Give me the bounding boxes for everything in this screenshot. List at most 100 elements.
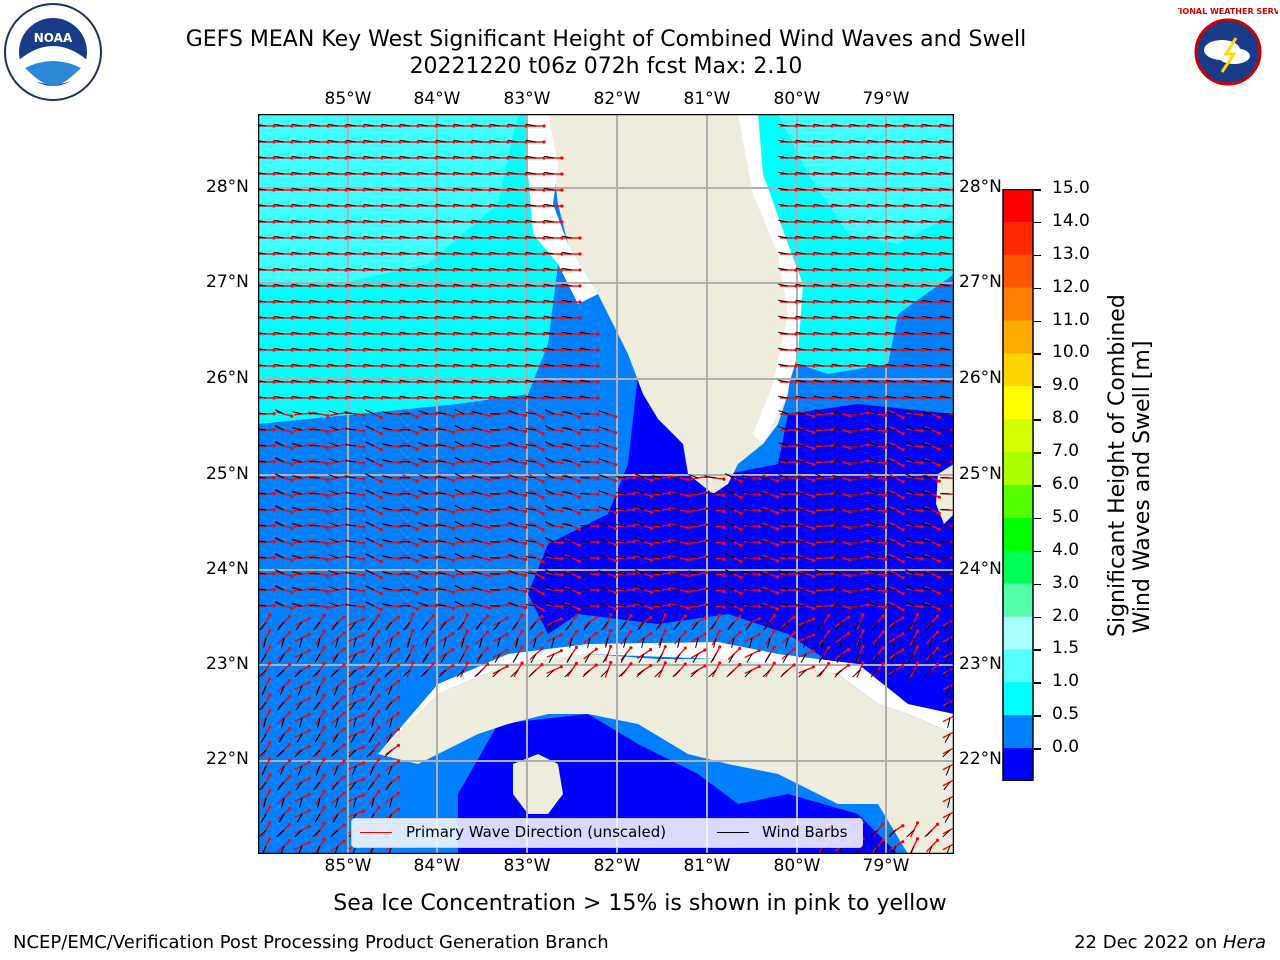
wind-barb [562,331,573,335]
wind-barb [292,155,303,159]
wind-barb [832,315,843,319]
wind-barb [922,571,933,575]
wave-arrow-head [920,348,924,352]
wind-barb [508,283,519,287]
wind-barb [868,123,879,127]
wind-barb [274,585,285,591]
wind-barb [638,653,645,663]
wave-arrow-head [290,462,294,466]
wave-arrow-head [846,615,851,619]
wave-arrow-head [884,429,888,433]
wave-arrow-head [416,140,420,144]
wave-arrow-head [577,511,581,515]
wind-barb [328,267,339,271]
wave-arrow-head [505,632,509,636]
wind-barb [367,781,375,791]
wind-barb [796,604,807,607]
wave-arrow-head [794,172,798,176]
wave-arrow-head [322,629,326,633]
wave-arrow-head [881,614,885,618]
wind-barb [472,571,483,575]
wind-barb [947,797,951,808]
wave-arrow-head [830,156,834,160]
wind-barb [544,521,555,527]
wind-barb [366,749,375,758]
wave-arrow-head [272,252,276,256]
wave-arrow-head [920,429,924,433]
wind-barb [778,474,789,479]
lon-label-bottom-82: 82°W [593,856,641,876]
wave-arrow-head [470,364,474,368]
wave-arrow-head [830,204,834,208]
wave-arrow-head [902,188,906,192]
wave-arrow-head [452,156,456,160]
wave-arrow-head [524,509,528,513]
wind-barb [295,621,303,631]
wave-arrow-head [830,188,834,192]
wind-barb [634,473,645,479]
wave-arrow-head [344,252,348,256]
wind-barb [889,621,897,631]
wind-barb [706,588,717,591]
wave-arrow-head [848,380,852,384]
wind-barb [454,425,465,431]
wave-arrow-head [827,629,831,634]
wind-barb [544,601,555,607]
wave-arrow-head [920,188,924,192]
wave-arrow-head [794,124,798,128]
wave-arrow-head [308,603,312,607]
wind-barb [292,315,303,319]
wind-barb [778,554,789,559]
wave-arrow-head [594,647,598,651]
wave-arrow-head [290,220,294,224]
wind-barb [400,235,411,239]
wave-arrow-head [938,380,942,384]
wind-barb [688,570,699,575]
wave-arrow-head [322,821,326,825]
wind-barb [832,139,843,143]
wave-arrow-head [848,396,852,400]
wind-barb [706,540,717,543]
wind-barb [382,331,393,335]
wind-barb [868,538,879,543]
wind-barb [281,637,285,648]
wind-barb [454,505,465,511]
wind-barb [472,315,483,319]
wave-arrow-head [901,592,905,596]
wave-direction-arrow [261,790,271,806]
wind-barb [310,347,321,351]
wind-barb [292,171,303,175]
wave-direction-arrow [258,445,275,447]
wave-arrow-head [830,268,834,272]
wave-arrow-head [596,572,600,576]
wave-arrow-head [722,573,726,577]
wind-barb [796,331,807,335]
wave-arrow-head [560,172,564,176]
wave-arrow-head [396,695,401,699]
wave-arrow-head [866,364,870,368]
wave-arrow-head [411,644,415,649]
wave-arrow-head [268,661,272,665]
wave-arrow-head [398,252,402,256]
wind-barb [400,347,411,351]
wind-barb [526,251,537,255]
wave-arrow-head [379,527,383,532]
wave-arrow-head [396,631,401,635]
wind-barb [778,442,789,447]
wind-barb [364,457,375,463]
wind-barb [508,458,519,463]
wave-arrow-head [938,188,942,192]
wave-arrow-head [609,644,613,649]
wave-arrow-head [578,332,582,336]
wind-barb [418,426,429,431]
colorbar-segment [1003,616,1033,650]
wind-barb [832,187,843,191]
wind-barb [274,379,285,383]
wave-arrow-head [434,332,438,336]
wind-barb [454,521,465,527]
wave-arrow-head [434,124,438,128]
wind-barb [328,586,339,591]
wind-barb [335,637,339,648]
wave-arrow-head [290,396,294,400]
wind-barb [508,267,519,271]
